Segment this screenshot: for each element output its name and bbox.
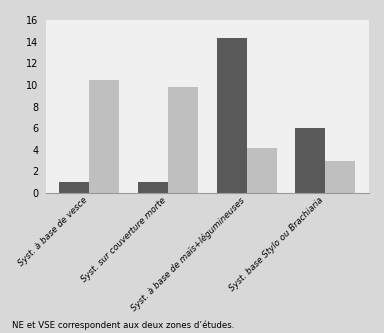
Bar — [138, 182, 168, 193]
Bar — [325, 161, 355, 193]
Bar — [89, 80, 119, 193]
Bar — [217, 38, 247, 193]
Bar — [60, 182, 89, 193]
Bar — [295, 128, 325, 193]
Bar — [168, 87, 198, 193]
Bar — [247, 148, 276, 193]
Text: NE et VSE correspondent aux deux zones d’études.: NE et VSE correspondent aux deux zones d… — [12, 320, 234, 330]
